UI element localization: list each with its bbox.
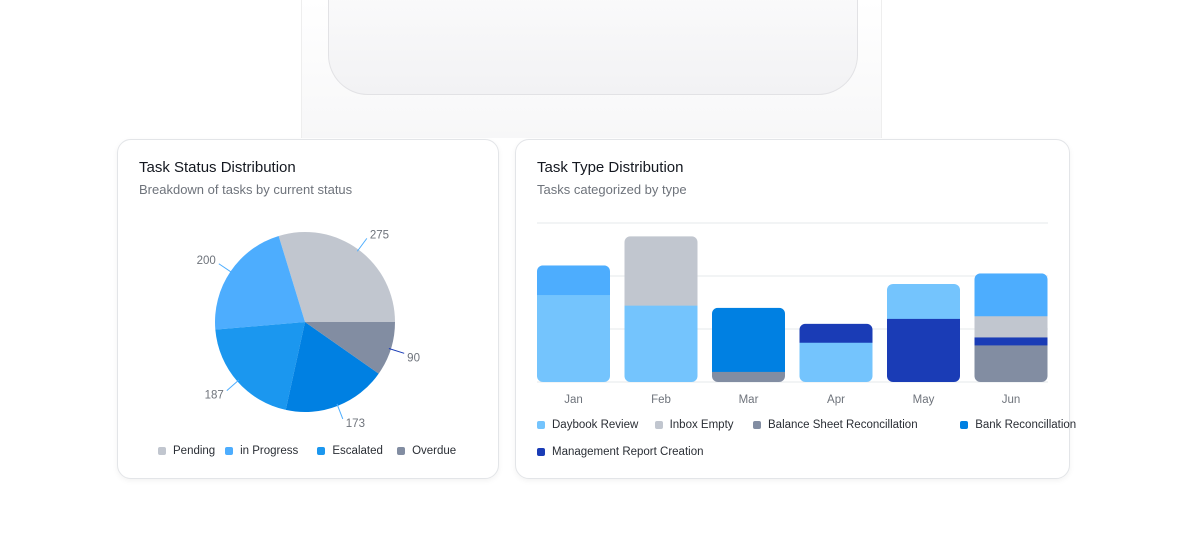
bar-segment[interactable] <box>712 307 785 372</box>
bar-segment[interactable] <box>887 318 960 382</box>
legend-item[interactable]: Bank Reconcillation <box>960 419 1076 431</box>
pie-leader-line <box>356 238 368 252</box>
legend-label: Pending <box>173 445 216 457</box>
x-tick-label: May <box>913 394 935 406</box>
legend-swatch <box>960 421 969 429</box>
bar-segment[interactable] <box>712 371 785 382</box>
legend-item[interactable]: Pending <box>158 445 215 457</box>
bar-segment[interactable] <box>974 315 1048 338</box>
legend-swatch <box>225 447 234 455</box>
bar-segment[interactable] <box>799 323 873 343</box>
bar-segment[interactable] <box>537 294 610 383</box>
legend-swatch <box>158 447 166 455</box>
bar-segment[interactable] <box>624 236 698 306</box>
pie-leader-line <box>388 348 405 354</box>
pie-data-label: 173 <box>346 418 365 430</box>
legend-label: Management Report Creation <box>552 446 704 458</box>
legend-label: Escalated <box>332 445 383 457</box>
legend-item[interactable]: Balance Sheet Reconcillation <box>753 419 918 431</box>
legend-item[interactable]: Inbox Empty <box>654 419 734 431</box>
task-status-card: Task Status Distribution Breakdown of ta… <box>117 139 499 479</box>
bar-chart: Jan Feb Mar Apr May Jun <box>537 222 1048 406</box>
pie-leader-line <box>218 263 233 274</box>
legend-swatch <box>317 447 326 455</box>
card-title: Task Type Distribution <box>537 159 684 176</box>
legend-swatch <box>537 421 545 429</box>
legend-item[interactable]: Escalated <box>317 445 383 457</box>
task-type-card: Task Type Distribution Tasks categorized… <box>515 139 1076 479</box>
pie-slice[interactable] <box>285 322 379 412</box>
pie-data-label: 187 <box>205 390 224 402</box>
bar-stack <box>974 273 1048 383</box>
bar-segment[interactable] <box>887 283 960 319</box>
x-tick-label: Mar <box>739 394 759 406</box>
legend-item[interactable]: Management Report Creation <box>537 446 704 458</box>
background-panel <box>301 0 882 138</box>
bar-segment[interactable] <box>537 265 610 296</box>
card-title: Task Status Distribution <box>139 159 296 176</box>
legend-label: Inbox Empty <box>669 419 734 431</box>
pie-leader-line <box>336 403 344 420</box>
legend-item[interactable]: Overdue <box>397 445 456 457</box>
pie-slice[interactable] <box>278 231 395 322</box>
legend-label: Overdue <box>412 445 457 457</box>
pie-data-label: 90 <box>407 352 420 364</box>
x-tick-label: Jun <box>1002 394 1021 406</box>
bar-stack <box>537 265 610 382</box>
legend-swatch <box>397 447 406 455</box>
legend-label: Balance Sheet Reconcillation <box>768 419 918 431</box>
bar-segment[interactable] <box>624 305 698 382</box>
legend-label: in Progress <box>240 445 299 457</box>
background-panel-inner <box>328 0 858 95</box>
legend-swatch <box>753 421 761 429</box>
pie-chart: 275 200 187 173 90 <box>197 229 420 430</box>
card-subtitle: Tasks categorized by type <box>537 182 687 197</box>
pie-slice[interactable] <box>215 322 305 410</box>
bar-segment[interactable] <box>974 344 1048 383</box>
legend-swatch <box>654 421 663 429</box>
pie-slice[interactable] <box>305 322 395 374</box>
bar-stack <box>887 283 960 382</box>
bar-segment[interactable] <box>799 342 873 382</box>
pie-data-label: 275 <box>370 229 389 241</box>
legend-item[interactable]: in Progress <box>225 445 298 457</box>
pie-leader-line <box>226 379 240 391</box>
pie-data-label: 200 <box>197 255 216 267</box>
pie-slice[interactable] <box>215 235 305 330</box>
x-tick-label: Apr <box>827 394 845 406</box>
bar-segment[interactable] <box>974 273 1048 317</box>
bar-stack <box>624 236 698 382</box>
x-tick-label: Jan <box>564 394 583 406</box>
legend-label: Bank Reconcillation <box>975 419 1077 431</box>
x-tick-label: Feb <box>651 394 671 406</box>
legend-item[interactable]: Daybook Review <box>537 419 638 431</box>
card-subtitle: Breakdown of tasks by current status <box>139 182 353 197</box>
bar-stack <box>799 323 873 382</box>
bar-segment[interactable] <box>974 336 1048 346</box>
legend-label: Daybook Review <box>552 419 639 431</box>
legend-swatch <box>537 448 545 456</box>
bar-stack <box>712 307 785 382</box>
